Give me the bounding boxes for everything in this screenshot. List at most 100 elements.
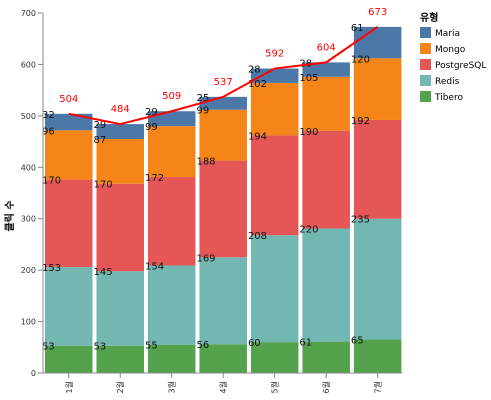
- bar-segment-tibero-4: [199, 344, 247, 373]
- segment-label: 102: [248, 79, 267, 90]
- total-label: 504: [59, 94, 78, 105]
- legend-swatch-mongo: [420, 43, 431, 54]
- segment-label: 235: [351, 215, 370, 226]
- segment-label: 194: [248, 131, 267, 142]
- total-label: 509: [162, 91, 181, 102]
- segment-label: 61: [351, 23, 364, 34]
- segment-label: 172: [145, 173, 164, 184]
- segment-label: 188: [196, 157, 215, 168]
- y-tick-label: 300: [21, 215, 36, 224]
- segment-label: 220: [299, 224, 318, 235]
- y-tick-label: 400: [21, 163, 36, 172]
- bar-segment-redis-6: [302, 228, 350, 342]
- segment-label: 170: [93, 180, 112, 191]
- y-tick-label: 600: [21, 60, 36, 69]
- segment-label: 192: [351, 116, 370, 127]
- bar-segment-redis-5: [250, 235, 299, 343]
- segment-label: 32: [42, 110, 55, 121]
- segment-label: 154: [145, 262, 164, 273]
- segment-label: 65: [351, 336, 364, 347]
- total-label: 537: [214, 77, 233, 88]
- y-tick-label: 0: [31, 369, 36, 378]
- segment-label: 53: [93, 342, 106, 353]
- bar-segment-tibero-6: [302, 341, 350, 373]
- legend-label-maria: Maria: [435, 29, 460, 39]
- bar-segment-postgresql-7: [353, 119, 402, 219]
- bar-segment-maria-7: [353, 26, 402, 59]
- x-tick-label: 2월: [115, 381, 125, 393]
- x-tick-label: 4월: [218, 381, 228, 393]
- bar-segment-mongo-6: [302, 76, 350, 131]
- bar-segment-maria-1: [45, 113, 93, 131]
- segment-label: 99: [145, 122, 158, 133]
- bar-segment-mongo-5: [250, 82, 299, 136]
- bar-segment-tibero-5: [250, 342, 299, 373]
- segment-label: 29: [145, 107, 158, 118]
- bar-segment-tibero-3: [147, 344, 196, 373]
- total-label: 484: [111, 104, 130, 115]
- bar-segment-mongo-1: [45, 130, 93, 180]
- bar-segment-postgresql-3: [147, 177, 196, 266]
- segment-label: 29: [93, 120, 106, 131]
- bar-segment-postgresql-6: [302, 130, 350, 229]
- segment-label: 56: [196, 340, 209, 351]
- segment-label: 96: [42, 126, 55, 137]
- legend-swatch-maria: [420, 27, 431, 38]
- x-tick-label: 1월: [64, 381, 74, 393]
- segment-label: 170: [42, 176, 61, 187]
- total-line: [68, 26, 379, 126]
- bar-segment-tibero-7: [353, 339, 402, 373]
- bar-segment-postgresql-4: [199, 160, 247, 258]
- y-tick-label: 100: [21, 318, 36, 327]
- legend: 유형 Maria Mongo PostgreSQL Redis Tibero: [420, 11, 486, 103]
- total-label: 604: [317, 42, 336, 53]
- segment-label: 28: [248, 65, 261, 76]
- legend-label-tibero: Tibero: [434, 93, 463, 103]
- bar-segment-postgresql-5: [250, 135, 299, 236]
- y-tick-label: 200: [21, 266, 36, 275]
- legend-swatch-postgresql: [420, 59, 431, 70]
- bar-segment-mongo-2: [96, 139, 144, 184]
- bar-segment-mongo-3: [147, 126, 196, 178]
- segment-label: 105: [299, 73, 318, 84]
- segment-label: 87: [93, 135, 106, 146]
- bar-segment-postgresql-1: [45, 179, 93, 268]
- bar-segment-redis-7: [353, 218, 402, 340]
- bar-segment-tibero-1: [45, 345, 93, 373]
- y-axis-title: 클릭 수: [4, 200, 16, 231]
- segment-label: 145: [93, 267, 112, 278]
- x-tick-label: 6월: [321, 381, 331, 393]
- x-tick-label: 5월: [270, 381, 280, 393]
- x-axis: 1월 2월 3월 4월 5월 6월 7월: [43, 372, 402, 393]
- total-label: 592: [265, 49, 284, 60]
- legend-swatch-tibero: [420, 91, 431, 102]
- segment-label: 190: [299, 127, 318, 138]
- plot-area: 53 53 55 56 60 61 65 153 145 154 169 208 220 235 170 17…: [42, 7, 402, 373]
- segment-label: 25: [196, 93, 209, 104]
- y-axis: 0 100 200 300 400 500 600 700: [21, 9, 44, 378]
- bar-segment-mongo-7: [353, 58, 402, 120]
- segment-label: 208: [248, 231, 267, 242]
- x-tick-label: 3월: [167, 381, 177, 393]
- bar-segment-redis-1: [45, 267, 93, 346]
- segment-label: 61: [299, 338, 312, 349]
- bar-segment-tibero-2: [96, 345, 144, 373]
- bar-segment-redis-3: [147, 265, 196, 345]
- bar-segment-postgresql-2: [96, 183, 144, 272]
- segment-label: 169: [196, 253, 215, 264]
- segment-label: 55: [145, 341, 158, 352]
- legend-swatch-redis: [420, 75, 431, 86]
- bar-segment-mongo-4: [199, 109, 247, 161]
- bar-segment-redis-4: [199, 257, 247, 345]
- segment-label: 153: [42, 263, 61, 274]
- segment-label: 99: [196, 106, 209, 117]
- legend-title: 유형: [420, 11, 438, 24]
- legend-label-mongo: Mongo: [435, 45, 466, 55]
- bar-segment-maria-2: [96, 124, 144, 139]
- legend-label-postgresql: PostgreSQL: [435, 61, 486, 71]
- total-label: 673: [368, 7, 387, 18]
- x-tick-label: 7월: [373, 381, 383, 393]
- segment-label: 60: [248, 338, 261, 349]
- bar-segment-maria-6: [302, 62, 350, 77]
